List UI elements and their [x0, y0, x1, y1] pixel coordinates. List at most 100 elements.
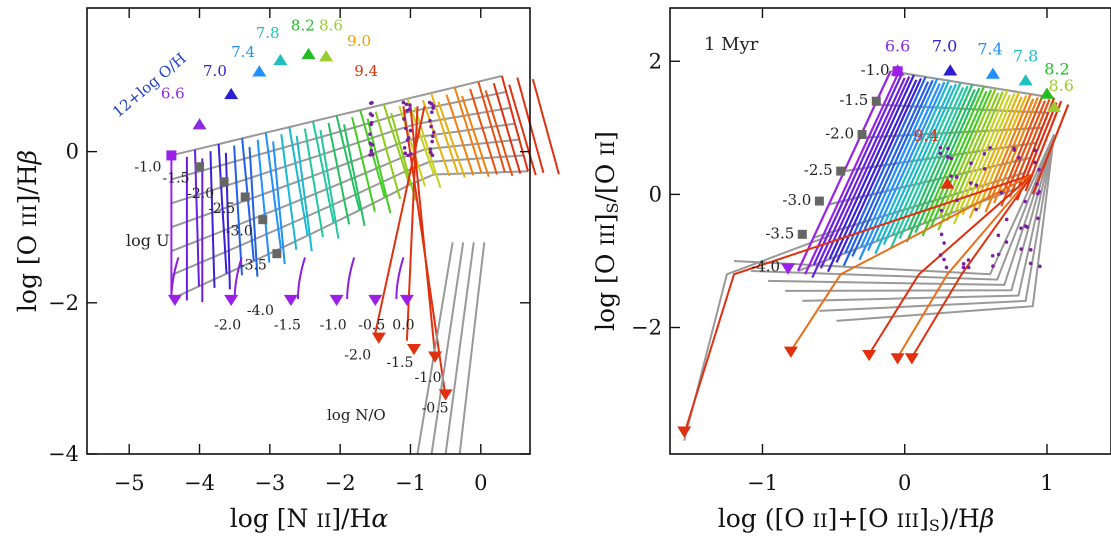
right-data-point — [1038, 264, 1042, 269]
right-logU-label: -3.0 — [782, 191, 811, 209]
left-no-track — [280, 134, 298, 250]
right-metallicity-track — [898, 85, 969, 240]
left-metallicity-label: 9.0 — [347, 32, 371, 50]
left-metallicity-track — [335, 115, 361, 211]
right-data-point — [942, 241, 946, 245]
right-data-point — [938, 253, 943, 257]
left-data-point — [369, 149, 374, 154]
right-metallicity-label: 8.6 — [1048, 76, 1073, 95]
left-logU-label: -3.0 — [226, 224, 253, 240]
left-no-track — [319, 129, 340, 239]
right-metallicity-track — [859, 78, 939, 248]
left-metallicity-track — [430, 92, 459, 175]
right-metallicity-track — [889, 86, 965, 249]
right-red-marker — [862, 349, 877, 362]
left-x-tick-label: −4 — [184, 471, 215, 495]
right-plot-frame — [669, 7, 1111, 455]
right-logU-label: -2.0 — [825, 124, 854, 142]
right-data-point — [939, 232, 944, 237]
right-data-point — [938, 151, 943, 156]
left-metallicity-label: 7.8 — [256, 24, 280, 42]
right-grey-track — [819, 134, 1056, 312]
left-logU-marker — [240, 192, 250, 202]
left-data-point — [408, 103, 412, 107]
right-metallicity-track — [819, 76, 911, 269]
right-logU-label: -3.5 — [765, 224, 794, 242]
right-metallicity-track — [827, 79, 918, 273]
left-metallicity-label: 6.6 — [161, 85, 185, 103]
left-no-track — [484, 90, 514, 177]
right-red-marker — [904, 353, 919, 365]
right-y-tick-label: −2 — [631, 316, 662, 340]
right-metallicity-track — [867, 81, 946, 251]
left-x-tick-label: −1 — [395, 471, 426, 495]
left-y-tick-label: −2 — [48, 291, 79, 315]
left-plot-frame — [86, 7, 531, 455]
right-metallicity-track — [1017, 97, 1056, 189]
left-no-track — [413, 107, 442, 189]
right-metallicity-label: 6.6 — [885, 36, 910, 55]
right-data-point — [1023, 224, 1028, 228]
right-red-track — [910, 173, 1034, 358]
left-logU-marker — [272, 249, 282, 259]
left-no-track — [531, 78, 560, 175]
right-metallicity-track — [985, 93, 1032, 201]
left-hook — [170, 257, 180, 300]
left-data-point — [369, 122, 373, 127]
right-logU-marker — [836, 166, 846, 176]
left-data-point — [403, 126, 408, 131]
right-metallicity-track — [835, 77, 922, 263]
right-metallicity-label: 7.8 — [1013, 46, 1038, 65]
right-y-tick-label: 2 — [649, 49, 662, 73]
left-metallicity-label: 8.6 — [319, 17, 343, 35]
left-metallicity-marker — [319, 50, 334, 62]
left-no-track — [461, 95, 490, 178]
right-data-point — [1036, 216, 1040, 221]
left-data-point — [431, 106, 435, 110]
left-logU-label: -2.5 — [208, 201, 235, 217]
left-grey-tail — [430, 242, 465, 455]
right-metallicity-track — [930, 89, 993, 228]
right-ticks: −1 0 1 −2 0 2 — [631, 8, 1054, 495]
left-metallicity-track — [288, 126, 309, 236]
right-data-point — [1035, 182, 1039, 186]
right-data-point — [942, 257, 946, 262]
right-data-point — [969, 181, 973, 185]
right-markers — [677, 64, 1062, 438]
right-x-tick-label: 1 — [1040, 471, 1053, 495]
right-model-curves — [683, 70, 1070, 441]
right-grey-track — [802, 134, 1056, 302]
right-x-axis-label: log ([O II]+[O III]S)/Hβ — [718, 504, 995, 535]
left-metallicity-marker — [224, 87, 239, 100]
left-no-track — [272, 141, 286, 265]
left-x-tick-label: −5 — [114, 471, 145, 495]
right-metallicity-marker — [1039, 87, 1054, 99]
right-data-point — [1028, 261, 1033, 266]
left-data-point — [402, 146, 407, 150]
left-logNO-red-marker — [428, 351, 443, 363]
right-data-point — [991, 264, 995, 268]
right-data-point — [949, 156, 954, 161]
right-logU-marker — [781, 263, 796, 275]
left-model-curves — [170, 75, 560, 455]
left-logNO-marker — [399, 294, 414, 307]
right-data-point — [949, 174, 953, 178]
left-grey-tail — [416, 242, 454, 455]
left-metallicity-label: 7.4 — [231, 43, 255, 61]
left-logNO-red-label: -0.5 — [422, 400, 449, 416]
right-red-marker — [890, 353, 905, 365]
left-x-tick-label: −3 — [254, 471, 285, 495]
right-data-point — [955, 175, 959, 179]
left-data-point — [429, 124, 433, 129]
left-logU-title: log U — [126, 231, 170, 250]
right-data-point — [969, 161, 973, 166]
left-logNO-title: log N/O — [327, 406, 386, 424]
right-data-point — [982, 167, 987, 171]
left-logU-label: -1.5 — [163, 171, 190, 187]
left-logU-marker — [258, 215, 268, 225]
left-no-track — [374, 111, 402, 200]
right-grey-track — [836, 134, 1056, 322]
left-data-point — [430, 153, 435, 158]
right-metallicity-track — [858, 83, 941, 261]
right-data-point — [1028, 248, 1033, 252]
